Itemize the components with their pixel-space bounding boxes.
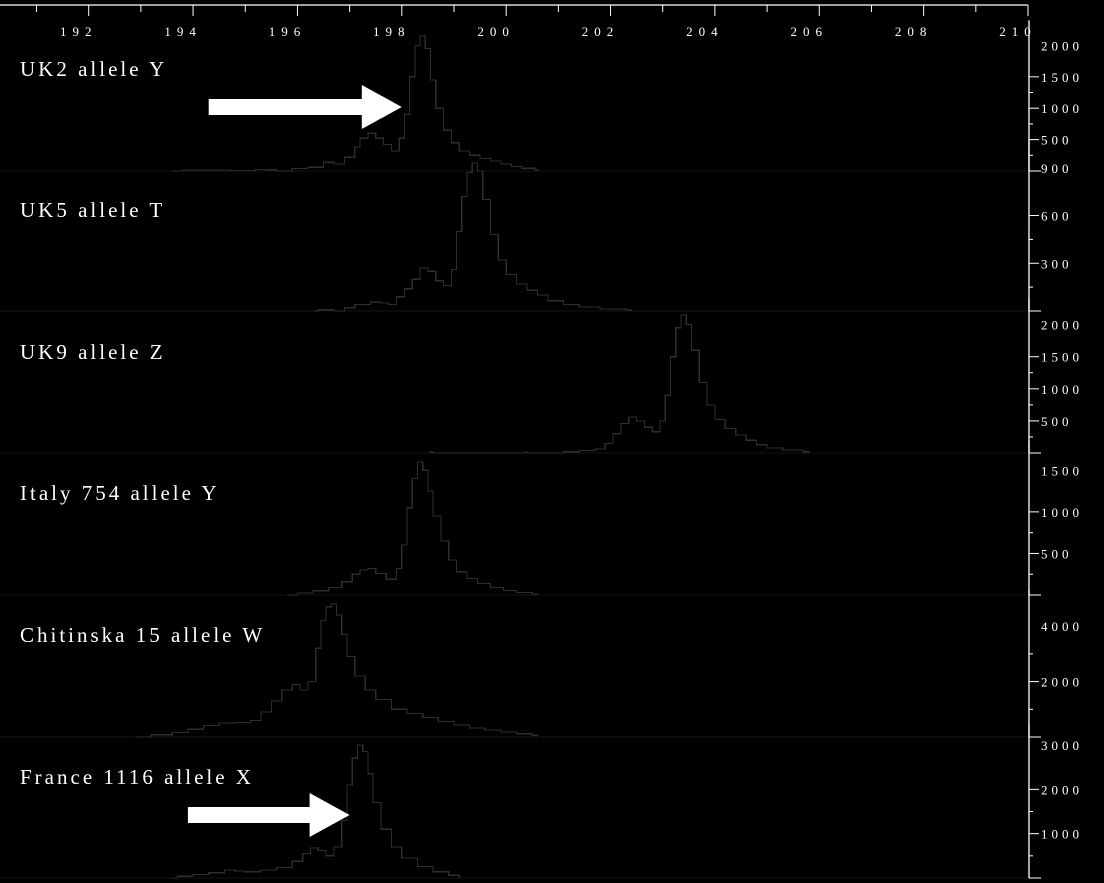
panel: 500 1000 1500 2000 UK2 allele Y (0, 20, 1083, 172)
y-tick-label: 500 (1041, 133, 1073, 148)
x-tick-label: 200 (477, 24, 515, 39)
y-tick-label: 4000 (1041, 619, 1083, 634)
panel-title: France 1116 allele X (20, 765, 254, 789)
x-tick-label: 210 (999, 24, 1037, 39)
y-tick-label: 1000 (1041, 827, 1083, 842)
y-tick-label: 500 (1041, 546, 1073, 561)
y-tick-label: 3000 (1041, 738, 1083, 753)
y-tick-label: 300 (1041, 256, 1073, 271)
panel-title: Italy 754 allele Y (20, 481, 220, 505)
x-tick-label: 198 (373, 24, 411, 39)
peak-trace (427, 314, 810, 454)
x-tick-label: 192 (60, 24, 98, 39)
y-tick-label: 1000 (1041, 382, 1083, 397)
panel-title: UK2 allele Y (20, 57, 167, 81)
panel: 1000 2000 3000 France 1116 allele X (0, 725, 1083, 879)
y-tick-label: 1500 (1041, 463, 1083, 478)
panel: 500 1000 1500 2000 UK9 allele Z (0, 298, 1083, 454)
y-tick-label: 600 (1041, 209, 1073, 224)
panel-title: UK5 allele T (20, 198, 165, 222)
panel: 500 1000 1500 Italy 754 allele Y (0, 441, 1083, 596)
x-tick-label: 204 (686, 24, 724, 39)
x-axis: 192 194 196 198 200 202 204 206 208 210 (0, 4, 1037, 39)
y-tick-label: 500 (1041, 414, 1073, 429)
peak-trace (172, 744, 460, 879)
peak-trace (135, 603, 539, 738)
y-tick-label: 2000 (1041, 782, 1083, 797)
arrow-annotation (187, 793, 350, 837)
y-tick-label: 1500 (1041, 350, 1083, 365)
y-tick-label: 1000 (1041, 101, 1083, 116)
x-tick-label: 196 (269, 24, 307, 39)
x-tick-label: 202 (582, 24, 620, 39)
panel: 2000 4000 Chitinska 15 allele W (0, 590, 1083, 738)
peak-trace (172, 35, 539, 172)
panel-title: Chitinska 15 allele W (20, 623, 265, 647)
x-tick-label: 194 (164, 24, 202, 39)
peak-trace (313, 162, 632, 312)
panel-title: UK9 allele Z (20, 340, 166, 364)
panels: 500 1000 1500 2000 UK2 allele Y 300 600 900 UK5 … (0, 20, 1083, 879)
y-tick-label: 1000 (1041, 505, 1083, 520)
panel: 300 600 900 UK5 allele T (0, 139, 1073, 312)
y-tick-label: 2000 (1041, 38, 1083, 53)
y-tick-label: 1500 (1041, 70, 1083, 85)
y-tick-label: 2000 (1041, 675, 1083, 690)
y-tick-label: 2000 (1041, 318, 1083, 333)
arrow-annotation (208, 85, 402, 129)
x-tick-label: 208 (895, 24, 933, 39)
peak-trace (287, 461, 539, 596)
x-tick-label: 206 (791, 24, 829, 39)
y-tick-label: 900 (1041, 161, 1073, 176)
